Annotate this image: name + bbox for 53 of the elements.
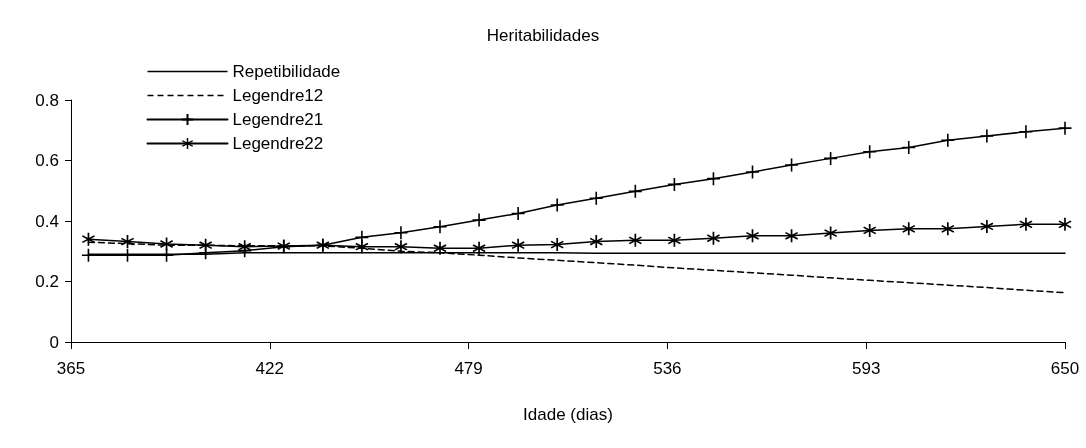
x-tick-label: 593 [852,359,881,378]
point [511,238,525,252]
point [667,177,682,192]
point [1018,124,1034,140]
point [823,151,838,166]
point [940,132,956,148]
point [1019,217,1033,231]
point [628,184,643,199]
point [238,240,252,254]
y-tick-label: 0.4 [35,211,59,231]
point [549,197,565,213]
x-tick-label: 422 [255,359,284,378]
point [862,144,877,160]
point [706,231,720,245]
point [394,240,408,254]
point [979,128,995,144]
point [471,212,487,228]
x-tick-label: 536 [653,359,682,378]
point [393,225,409,241]
legend-label: Legendre12 [232,86,324,105]
point [199,238,213,252]
x-tick-label: 650 [1050,359,1080,378]
point [980,219,994,233]
y-tick-label: 0 [49,332,59,352]
legend-label: Legendre22 [232,134,324,153]
point [628,233,642,247]
point [745,164,760,180]
x-axis-title: Idade (dias) [523,405,613,424]
point [1057,120,1073,136]
y-tick-label: 0.8 [35,90,59,110]
x-tick-label: 365 [56,359,86,378]
point [472,241,486,255]
point [589,235,603,249]
chart-title: Heritabilidades [486,26,600,45]
x-tick-label: 479 [454,359,483,378]
point [784,157,799,173]
point [432,219,448,235]
point [510,206,526,221]
point [863,223,877,237]
point [433,241,447,255]
legend-label: Repetibilidade [232,62,341,81]
point [746,229,759,243]
point [941,222,955,236]
y-tick-label: 0.2 [35,272,59,291]
point [355,240,369,254]
legend-label: Legendre21 [232,110,324,129]
point [1058,217,1072,231]
point [550,238,564,252]
point [706,171,721,186]
point [588,191,604,206]
point [901,140,917,155]
point [902,222,916,236]
y-tick-label: 0.6 [35,151,59,170]
